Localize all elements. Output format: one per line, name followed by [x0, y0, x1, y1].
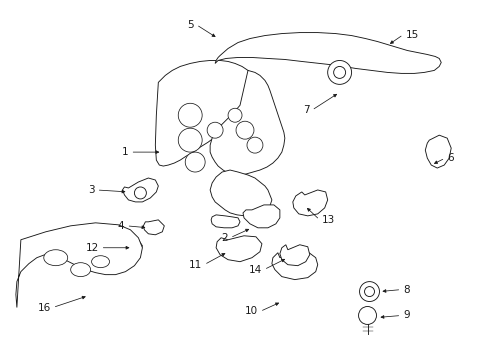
Polygon shape [292, 190, 327, 216]
Text: 8: 8 [403, 284, 409, 294]
Circle shape [358, 306, 376, 324]
Circle shape [178, 128, 202, 152]
Circle shape [134, 187, 146, 199]
Circle shape [364, 287, 374, 297]
Circle shape [178, 103, 202, 127]
Text: 7: 7 [303, 105, 309, 115]
Text: 13: 13 [321, 215, 334, 225]
Text: 6: 6 [447, 153, 453, 163]
Polygon shape [210, 170, 271, 216]
Text: 1: 1 [122, 147, 128, 157]
Text: 9: 9 [403, 310, 409, 320]
Polygon shape [143, 220, 164, 235]
Polygon shape [271, 252, 317, 280]
Polygon shape [155, 60, 262, 166]
Text: 4: 4 [118, 221, 124, 231]
Circle shape [236, 121, 253, 139]
Circle shape [359, 282, 379, 302]
Polygon shape [216, 236, 262, 262]
Polygon shape [210, 71, 285, 175]
Circle shape [246, 137, 263, 153]
Polygon shape [16, 223, 142, 307]
Text: 15: 15 [405, 30, 418, 40]
Text: 11: 11 [188, 260, 202, 270]
Text: 10: 10 [244, 306, 258, 316]
Text: 2: 2 [221, 233, 227, 243]
Text: 14: 14 [248, 265, 262, 275]
Text: 16: 16 [38, 302, 51, 312]
Circle shape [185, 152, 205, 172]
Polygon shape [243, 205, 279, 228]
Circle shape [333, 67, 345, 78]
Polygon shape [215, 32, 440, 73]
Polygon shape [279, 245, 309, 266]
Polygon shape [425, 135, 450, 168]
Polygon shape [123, 240, 142, 256]
Text: 5: 5 [187, 19, 194, 30]
Ellipse shape [44, 250, 67, 266]
Ellipse shape [91, 256, 109, 268]
Circle shape [207, 122, 223, 138]
Circle shape [327, 60, 351, 84]
Polygon shape [122, 178, 158, 202]
Text: 12: 12 [85, 243, 99, 253]
Polygon shape [211, 215, 240, 228]
Circle shape [227, 108, 242, 122]
Ellipse shape [71, 263, 90, 276]
Text: 3: 3 [88, 185, 94, 195]
